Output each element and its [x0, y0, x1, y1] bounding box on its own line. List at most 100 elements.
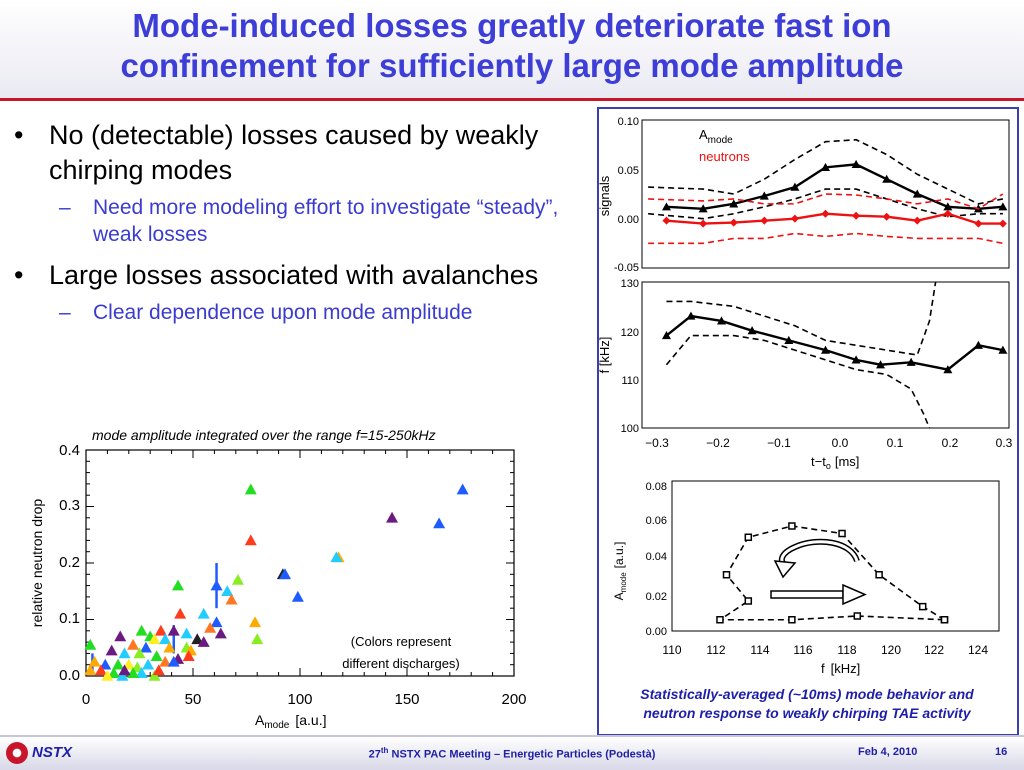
data-point: [214, 627, 227, 639]
scatter-xtick-labels: 0 50 100 150 200: [82, 691, 527, 708]
series-marker: [875, 571, 883, 579]
series-marker: [918, 602, 927, 611]
series-marker: [838, 529, 846, 538]
series-marker: [698, 204, 708, 213]
xtick-label: 118: [837, 643, 856, 657]
series-marker: [788, 522, 796, 530]
signals-frame: [641, 119, 1010, 269]
right-figure-charts: signals 0.10 0.05 0.00 -0.05 Amode neutr…: [597, 116, 1013, 676]
series-marker: [722, 571, 731, 579]
caption-line-2: neutron response to weakly chirping TAE …: [643, 705, 971, 721]
header-rule: [0, 98, 1024, 101]
data-point: [107, 667, 120, 678]
series-marker: [943, 209, 952, 218]
data-point: [244, 534, 257, 546]
footer-date: Feb 4, 2010: [858, 746, 918, 758]
series-marker: [729, 218, 738, 227]
scatter-marks: [84, 483, 469, 681]
xtick-label: 124: [968, 643, 988, 657]
series-marker: [784, 335, 794, 344]
data-point: [279, 568, 292, 580]
data-point: [210, 616, 223, 628]
sub-bullet-text: Clear dependence upon mode amplitude: [93, 301, 473, 324]
data-point: [127, 667, 140, 678]
xtick-label: −0.2: [706, 436, 730, 450]
data-point: [291, 590, 304, 602]
series-marker: [821, 345, 830, 354]
ytick-label: 0.05: [618, 165, 639, 177]
data-point: [101, 670, 114, 681]
data-point: [244, 483, 257, 495]
data-point: [116, 670, 129, 681]
xtick-label: 122: [924, 643, 944, 657]
series-marker: [876, 360, 886, 369]
ytick-label: 0.1: [59, 610, 80, 627]
signals-ylabel: signals: [599, 175, 612, 216]
series-marker: [744, 597, 753, 605]
ytick-label: 110: [621, 375, 639, 387]
data-point: [152, 664, 165, 676]
right-arrow-icon: [770, 583, 867, 606]
ytick-label: 120: [621, 327, 639, 339]
dash-glyph: –: [59, 301, 71, 324]
data-point: [105, 644, 118, 656]
xtick-label: 0: [82, 691, 90, 708]
ytick-label: 0.02: [646, 591, 667, 603]
data-point: [94, 664, 107, 676]
data-point: [112, 658, 125, 670]
xtick-label: 0.2: [942, 436, 959, 450]
x-axis-label: Amode [a.u.]: [255, 712, 327, 731]
sub-bullet-text: Need more modeling effort to investigate…: [93, 196, 559, 246]
series-marker: [851, 159, 861, 168]
series-marker: [853, 612, 862, 620]
xtick-label: 112: [706, 643, 725, 657]
figure-caption: Statistically-averaged (~10ms) mode beha…: [598, 685, 1016, 723]
amp-ylabel: Amode [a.u.]: [612, 542, 628, 601]
dash-glyph: –: [59, 196, 71, 219]
footer: [0, 735, 1024, 770]
ytick-label: 0.10: [618, 116, 639, 128]
scatter-ytick-labels: 0.0 0.1 0.2 0.3 0.4: [59, 442, 80, 684]
ytick-label: 0.04: [646, 551, 667, 563]
series-marker: [661, 331, 671, 340]
data-point: [204, 621, 217, 633]
amp-xlabel-unit: [kHz]: [831, 661, 861, 676]
nstx-logo-text: NSTX: [32, 744, 73, 761]
page-title: Mode-induced losses greatly deteriorate …: [0, 6, 1024, 86]
data-point: [231, 573, 244, 585]
amp-frame: [671, 480, 1000, 632]
xtick-label: 150: [394, 691, 419, 708]
data-point: [133, 647, 146, 659]
amp-ylabel-main: A: [612, 592, 626, 600]
series-line: [665, 314, 1004, 371]
data-point: [210, 579, 223, 591]
data-point: [249, 616, 262, 628]
xtick-label: 120: [881, 643, 901, 657]
bullet-list: • No (detectable) losses caused by weakly…: [14, 118, 584, 336]
freq-xlabel-sub: o: [826, 461, 831, 471]
data-point: [84, 664, 97, 676]
series-marker: [998, 219, 1007, 228]
amp-marks: [716, 522, 949, 624]
amp-ylabel-unit: [a.u.]: [612, 542, 626, 569]
series-line: [666, 163, 1003, 211]
bullet-text: No (detectable) losses caused by weakly …: [49, 120, 539, 185]
legend-amode-sub: mode: [708, 135, 733, 146]
freq-marks: [661, 281, 1008, 429]
series-marker: [759, 191, 769, 200]
data-point: [163, 641, 176, 653]
series-line: [665, 334, 931, 429]
data-point: [135, 624, 148, 636]
freq-frame: [641, 281, 1010, 429]
xtick-label: 114: [750, 643, 769, 657]
footer-meeting-title: 27th NSTX PAC Meeting – Energetic Partic…: [300, 746, 724, 761]
data-point: [142, 658, 155, 670]
legend-amode: Amode: [699, 127, 733, 146]
ytick-label: 130: [621, 278, 639, 290]
series-marker: [974, 219, 983, 228]
data-point: [159, 633, 172, 645]
data-point: [330, 551, 343, 563]
sub-bullet-item: – Need more modeling effort to investigat…: [14, 194, 584, 248]
data-point: [386, 511, 399, 523]
data-point: [118, 647, 131, 659]
